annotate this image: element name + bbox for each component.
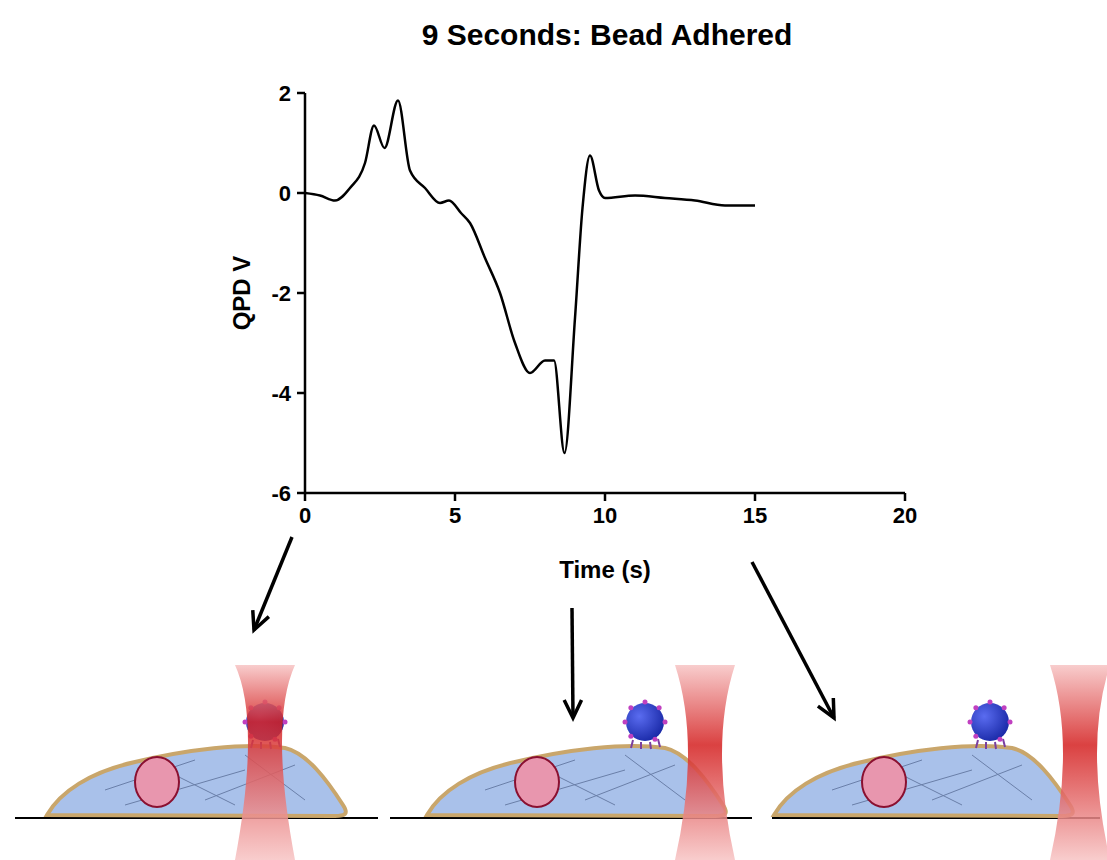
svg-text:9 Seconds: Bead Adhered: 9 Seconds: Bead Adhered <box>422 18 793 51</box>
svg-text:15: 15 <box>743 503 767 528</box>
svg-text:QPD V: QPD V <box>228 256 255 331</box>
svg-text:2: 2 <box>279 81 291 106</box>
svg-text:-6: -6 <box>271 481 291 506</box>
svg-text:5: 5 <box>449 503 461 528</box>
svg-text:20: 20 <box>893 503 917 528</box>
svg-text:0: 0 <box>299 503 311 528</box>
svg-text:-4: -4 <box>271 381 291 406</box>
svg-text:0: 0 <box>279 181 291 206</box>
svg-text:10: 10 <box>593 503 617 528</box>
svg-text:Time (s): Time (s) <box>559 556 651 583</box>
svg-text:-2: -2 <box>271 281 291 306</box>
